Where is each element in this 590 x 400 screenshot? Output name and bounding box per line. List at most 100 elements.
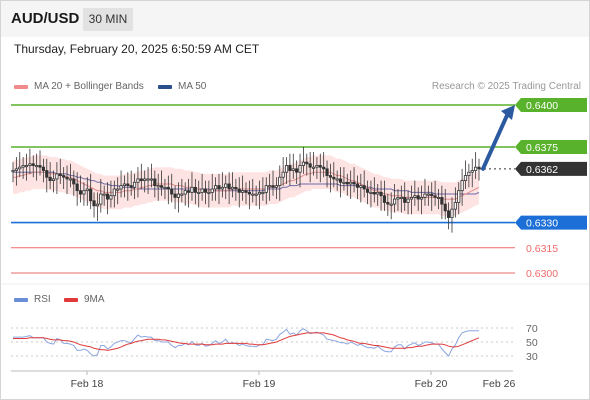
interval-button[interactable]: 30 MIN	[83, 8, 133, 31]
candle	[477, 158, 481, 181]
candle-up	[264, 185, 268, 193]
candle	[237, 177, 241, 208]
candle-down	[382, 195, 387, 203]
candle	[230, 172, 235, 198]
bollinger-swatch	[14, 84, 28, 89]
candle-up	[257, 191, 262, 195]
candle-down	[430, 193, 434, 197]
candle	[28, 148, 32, 174]
candle	[119, 170, 123, 198]
pair-title: AUD/USD	[11, 10, 80, 27]
candle-up	[251, 193, 255, 196]
candle-down	[352, 181, 356, 185]
candle-down	[325, 168, 329, 176]
legend-bollinger-label: MA 20 + Bollinger Bands	[34, 81, 144, 92]
legend-9ma-label: 9MA	[84, 294, 105, 305]
candle	[207, 180, 211, 208]
candle	[55, 162, 59, 195]
chart-header: AUD/USD 30 MIN	[1, 1, 589, 37]
candle-up	[214, 185, 218, 190]
candle	[72, 170, 76, 196]
candle	[176, 182, 181, 213]
x-tick-label: Feb 18	[71, 378, 104, 390]
candle-down	[308, 163, 312, 168]
candle-down	[75, 183, 79, 192]
candle-down	[78, 190, 83, 195]
candle-up	[396, 196, 400, 200]
candle	[291, 153, 295, 179]
candle-up	[51, 178, 56, 181]
candle	[210, 173, 214, 201]
candle-down	[92, 200, 96, 207]
candle-down	[203, 188, 208, 193]
candle	[197, 180, 201, 208]
candle-down	[305, 161, 309, 165]
candle	[382, 180, 387, 211]
candle-down	[170, 188, 174, 195]
candle	[416, 187, 420, 211]
candle	[244, 182, 248, 205]
candle-down	[362, 185, 366, 190]
candle	[264, 177, 268, 205]
level-label-1: 0.6375	[526, 142, 558, 154]
candle	[315, 157, 319, 179]
candle-up	[176, 193, 181, 198]
candle	[102, 185, 106, 206]
candle	[217, 173, 221, 205]
candle-up	[423, 193, 427, 198]
candle-up	[460, 180, 464, 192]
candle-up	[413, 195, 417, 198]
candle	[48, 162, 52, 189]
projection-arrow	[481, 109, 511, 171]
candle-down	[244, 190, 248, 193]
candle-up	[261, 191, 265, 194]
candle-up	[95, 203, 100, 207]
candle-down	[433, 195, 437, 198]
rsi-tick-label: 70	[526, 323, 538, 335]
candle	[109, 180, 113, 208]
candle	[392, 183, 397, 213]
candle	[193, 178, 197, 205]
candle	[369, 180, 373, 208]
candle-down	[126, 183, 130, 187]
candle-down	[416, 195, 420, 200]
candle-up	[109, 195, 113, 200]
candle-down	[72, 178, 76, 185]
price-panel: 0.6400 0.6375 0.6362 0.6330 0.6315 0.6300	[11, 98, 587, 280]
candle	[474, 152, 478, 179]
candle-down	[365, 188, 370, 193]
candle-down	[386, 202, 390, 205]
candle-down	[193, 186, 197, 193]
candle-down	[372, 191, 376, 195]
candle-up	[311, 166, 316, 169]
candle	[146, 167, 150, 195]
candle	[281, 157, 285, 186]
candle-down	[338, 178, 343, 183]
candle-down	[45, 170, 49, 178]
legend-ma50-label: MA 50	[178, 81, 207, 92]
candle	[399, 185, 403, 213]
candle	[78, 175, 83, 203]
candle	[443, 189, 447, 220]
candle	[389, 192, 393, 220]
candle	[436, 189, 441, 210]
candle-down	[443, 203, 447, 212]
candle	[349, 170, 353, 200]
candle-up	[180, 193, 184, 196]
candle-up	[291, 168, 295, 171]
candle-down	[332, 176, 336, 180]
candle-down	[58, 173, 62, 176]
candle	[41, 158, 45, 183]
candle	[180, 178, 184, 203]
candle-down	[379, 191, 383, 197]
candle-up	[132, 181, 137, 188]
candle-up	[197, 191, 201, 194]
candle	[284, 157, 289, 184]
level-label-0: 0.6400	[526, 100, 558, 112]
candle	[433, 180, 437, 206]
candle-up	[82, 190, 86, 195]
candle	[251, 178, 255, 203]
candle-down	[217, 185, 221, 190]
candle-up	[210, 188, 214, 193]
